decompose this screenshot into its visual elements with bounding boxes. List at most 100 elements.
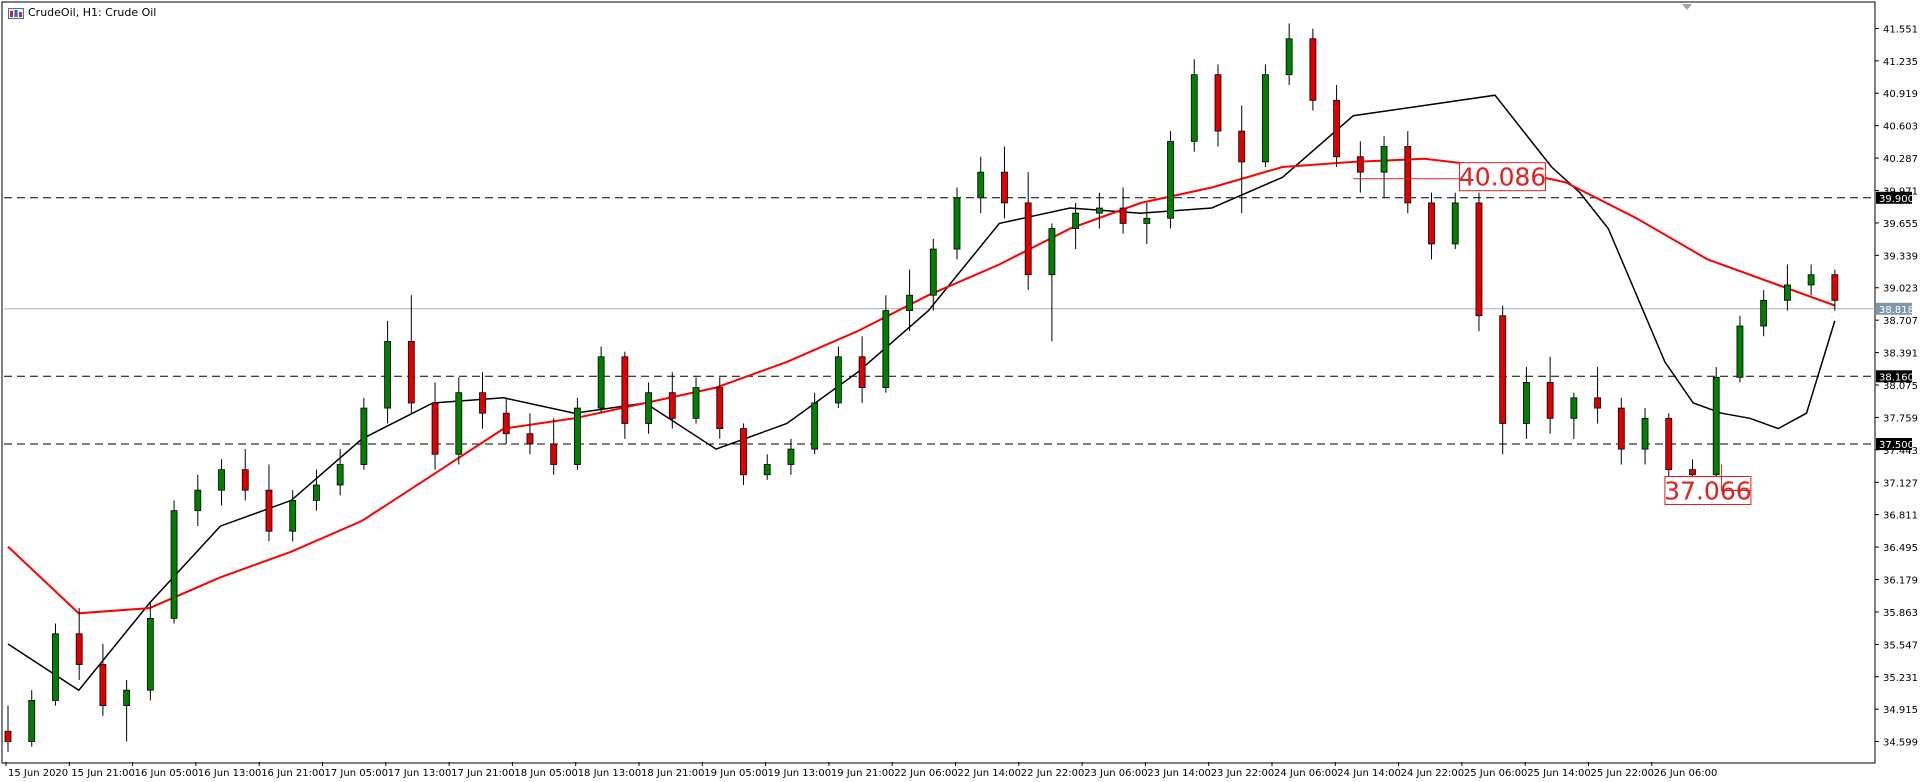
candle[interactable] — [1214, 64, 1222, 147]
candle[interactable] — [123, 679, 131, 742]
candle[interactable] — [1523, 367, 1530, 439]
x-tick-label: 17 Jun 05:00 — [325, 768, 389, 779]
y-tick-label: 36.179 — [1883, 576, 1918, 587]
candle[interactable] — [1072, 202, 1080, 250]
candle[interactable] — [1641, 408, 1649, 465]
candle[interactable] — [929, 238, 937, 311]
candle[interactable] — [99, 644, 107, 716]
candle[interactable] — [1095, 192, 1103, 229]
candle[interactable] — [1428, 192, 1435, 260]
candle[interactable] — [1380, 136, 1388, 198]
candle[interactable] — [313, 469, 320, 511]
y-tick-label: 34.915 — [1883, 705, 1918, 716]
candles[interactable] — [4, 23, 1839, 752]
candle[interactable] — [502, 397, 510, 444]
candle-body — [1451, 202, 1459, 245]
candle[interactable] — [716, 377, 724, 439]
candle[interactable] — [455, 377, 463, 465]
candle[interactable] — [645, 382, 652, 434]
candle[interactable] — [384, 320, 392, 424]
candle[interactable] — [170, 500, 178, 624]
candle[interactable] — [858, 336, 866, 403]
candle[interactable] — [479, 372, 486, 429]
candle[interactable] — [1570, 392, 1578, 439]
candle[interactable] — [906, 269, 913, 332]
candle[interactable] — [1499, 305, 1507, 455]
candle[interactable] — [1665, 413, 1673, 480]
candle[interactable] — [1760, 290, 1768, 337]
candle[interactable] — [4, 705, 12, 752]
candle[interactable] — [194, 474, 202, 527]
candle-body — [170, 510, 178, 619]
candle[interactable] — [597, 346, 605, 414]
candle[interactable] — [763, 454, 771, 480]
candle[interactable] — [1119, 187, 1127, 234]
candle[interactable] — [28, 690, 36, 747]
candle[interactable] — [1404, 131, 1412, 214]
candle[interactable] — [1024, 172, 1032, 291]
candle[interactable] — [574, 397, 581, 470]
candle[interactable] — [550, 418, 558, 475]
candle[interactable] — [52, 623, 59, 706]
candle[interactable] — [407, 295, 415, 414]
candle[interactable] — [1736, 315, 1744, 383]
candle[interactable] — [1309, 28, 1317, 111]
candle[interactable] — [1048, 223, 1056, 342]
candle-body — [1760, 299, 1768, 327]
candle-body — [1617, 407, 1625, 450]
candle[interactable] — [1333, 84, 1341, 168]
x-tick-label: 19 Jun 13:00 — [768, 768, 832, 779]
candle-body — [882, 310, 890, 388]
candle[interactable] — [146, 602, 154, 701]
candle[interactable] — [526, 413, 534, 455]
candle[interactable] — [1783, 264, 1791, 311]
candle[interactable] — [289, 490, 297, 542]
candle[interactable] — [218, 459, 225, 506]
candle[interactable] — [241, 449, 249, 501]
candle[interactable] — [1356, 141, 1364, 193]
candle[interactable] — [1594, 367, 1601, 424]
annotation-box-high — [1459, 162, 1547, 192]
candle[interactable] — [1807, 264, 1815, 296]
candle-body — [1048, 228, 1056, 276]
moving-average-slow — [7, 157, 1836, 615]
candle[interactable] — [360, 397, 368, 470]
candle[interactable] — [1143, 202, 1151, 244]
candle[interactable] — [977, 156, 985, 214]
candle[interactable] — [1831, 269, 1839, 311]
candle-body — [1190, 74, 1198, 142]
candle[interactable] — [834, 346, 842, 409]
candle[interactable] — [1001, 146, 1008, 219]
candle[interactable] — [336, 449, 344, 496]
candle[interactable] — [882, 295, 890, 393]
candle[interactable] — [1262, 64, 1269, 168]
candle[interactable] — [1475, 192, 1483, 332]
candle[interactable] — [1190, 59, 1198, 152]
candle[interactable] — [431, 382, 439, 470]
candle[interactable] — [692, 377, 700, 424]
candle[interactable] — [953, 187, 961, 260]
candle[interactable] — [1617, 397, 1625, 465]
candle[interactable] — [1285, 23, 1293, 85]
candle-body — [313, 484, 320, 501]
candle-body — [787, 448, 795, 465]
candle[interactable] — [811, 392, 819, 455]
candle[interactable] — [740, 423, 747, 486]
candle-body — [1499, 315, 1507, 424]
price-axis[interactable]: 41.55141.23540.91940.60340.28739.97139.6… — [1875, 24, 1918, 749]
candle[interactable] — [1451, 192, 1459, 250]
candle[interactable] — [621, 351, 629, 439]
candle[interactable] — [668, 372, 676, 429]
candle-body — [336, 464, 344, 486]
candle[interactable] — [1238, 105, 1246, 214]
scroll-marker-icon[interactable] — [1682, 4, 1692, 10]
candle[interactable] — [787, 438, 795, 475]
candle[interactable] — [75, 608, 83, 680]
candle[interactable] — [1546, 356, 1554, 434]
time-axis[interactable]: 15 Jun 2020 15 Jun 21:00 16 Jun 05:00 16 Ju… — [5, 762, 1717, 779]
candle[interactable] — [1167, 131, 1174, 229]
candle[interactable] — [265, 464, 273, 542]
candle[interactable] — [1712, 367, 1720, 486]
